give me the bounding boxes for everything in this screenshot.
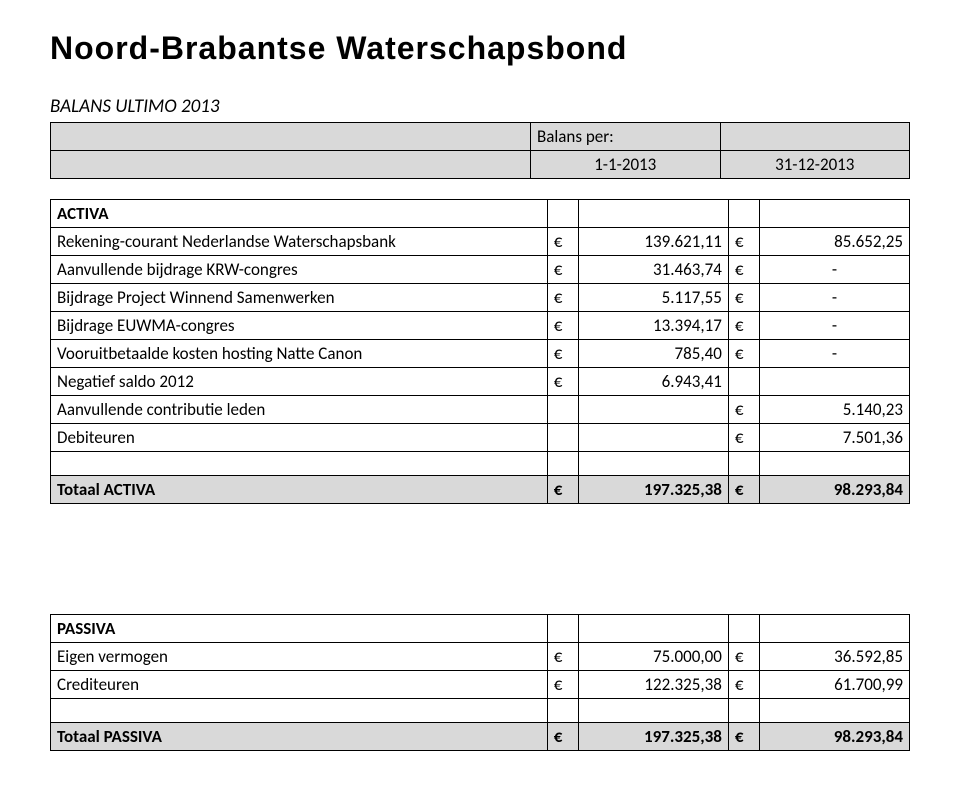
dates-empty [51,151,531,179]
table-row: Bijdrage Project Winnend Samenwerken € 5… [51,284,910,312]
header-empty [51,123,531,151]
dates-table: Balans per: 1-1-2013 31-12-2013 [50,122,910,179]
passiva-total-label: Totaal PASSIVA [51,723,548,751]
table-row: Aanvullende contributie leden € 5.140,23 [51,396,910,424]
passiva-table: PASSIVA Eigen vermogen € 75.000,00 € 36.… [50,614,910,751]
currency: € [728,228,759,256]
activa-total-label: Totaal ACTIVA [51,476,548,504]
row-v2: 85.652,25 [759,228,909,256]
activa-total-row: Totaal ACTIVA € 197.325,38 € 98.293,84 [51,476,910,504]
balans-per-label: Balans per: [531,123,721,151]
spacer-row [51,699,910,723]
row-label: Rekening-courant Nederlandse Waterschaps… [51,228,548,256]
spacer-row [51,452,910,476]
table-row: Eigen vermogen € 75.000,00 € 36.592,85 [51,643,910,671]
balans-per-empty [720,123,910,151]
passiva-total-row: Totaal PASSIVA € 197.325,38 € 98.293,84 [51,723,910,751]
activa-table: ACTIVA Rekening-courant Nederlandse Wate… [50,199,910,504]
table-row: Negatief saldo 2012 € 6.943,41 [51,368,910,396]
org-logo: Noord-Brabantse Waterschapsbond [50,30,910,67]
table-row: Debiteuren € 7.501,36 [51,424,910,452]
date-1: 1-1-2013 [531,151,721,179]
passiva-heading: PASSIVA [51,615,548,643]
table-row: Crediteuren € 122.325,38 € 61.700,99 [51,671,910,699]
page-title: BALANS ULTIMO 2013 [50,95,910,118]
activa-heading: ACTIVA [51,200,548,228]
table-row: Vooruitbetaalde kosten hosting Natte Can… [51,340,910,368]
table-row: Aanvullende bijdrage KRW-congres € 31.46… [51,256,910,284]
row-v1: 139.621,11 [578,228,728,256]
currency: € [547,228,578,256]
table-row: Bijdrage EUWMA-congres € 13.394,17 € - [51,312,910,340]
table-row: Rekening-courant Nederlandse Waterschaps… [51,228,910,256]
date-2: 31-12-2013 [720,151,910,179]
